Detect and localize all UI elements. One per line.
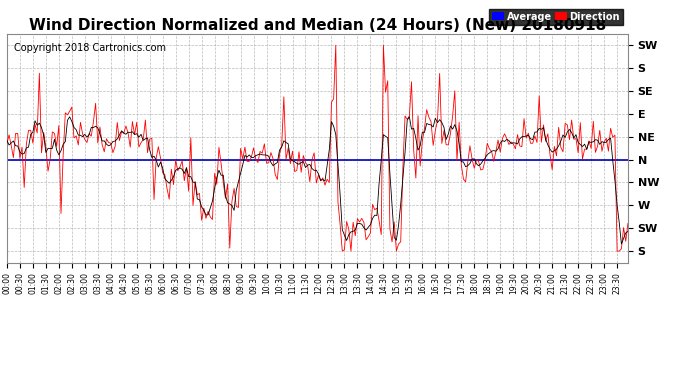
Text: Copyright 2018 Cartronics.com: Copyright 2018 Cartronics.com [14, 43, 166, 52]
Legend: Average, Direction: Average, Direction [489, 9, 623, 25]
Title: Wind Direction Normalized and Median (24 Hours) (New) 20180918: Wind Direction Normalized and Median (24… [29, 18, 606, 33]
